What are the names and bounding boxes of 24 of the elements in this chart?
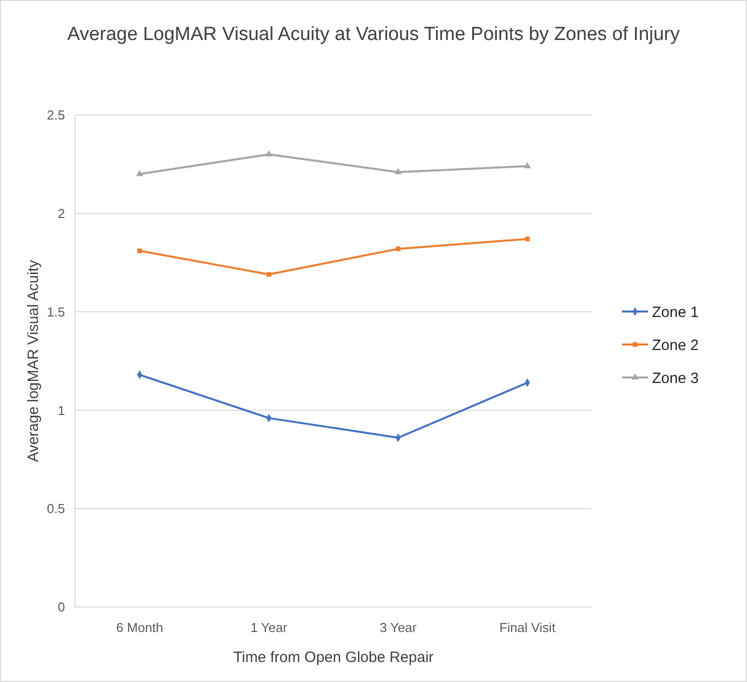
chart-title: Average LogMAR Visual Acuity at Various Time Points by Zones of Injury <box>66 23 681 47</box>
legend-label: Zone 2 <box>652 336 699 354</box>
y-tick-label: 2.5 <box>46 108 65 123</box>
point <box>396 246 400 252</box>
x-tick-label: 3 Year <box>380 620 418 635</box>
point <box>136 170 144 176</box>
x-tick-label: Final Visit <box>499 620 556 635</box>
y-tick-label: 1 <box>58 402 65 418</box>
y-tick-label: 1.5 <box>46 304 65 320</box>
point <box>524 162 531 168</box>
y-axis-title: Average logMAR Visual Acuity <box>25 259 42 462</box>
x-tick-label: 1 Year <box>250 620 288 635</box>
point <box>265 150 272 156</box>
point <box>266 272 272 277</box>
x-tick-label: 6 Month <box>116 620 164 635</box>
legend-label: Zone 3 <box>652 370 699 387</box>
x-axis-title: Time from Open Globe Repair <box>233 649 434 666</box>
y-tick-label: 0 <box>58 600 65 615</box>
y-tick-label: 0.5 <box>46 501 65 516</box>
point <box>137 248 142 254</box>
legend-label: Zone 1 <box>652 304 699 321</box>
point <box>394 168 402 174</box>
point <box>525 236 530 242</box>
y-tick-label: 2 <box>58 206 65 221</box>
